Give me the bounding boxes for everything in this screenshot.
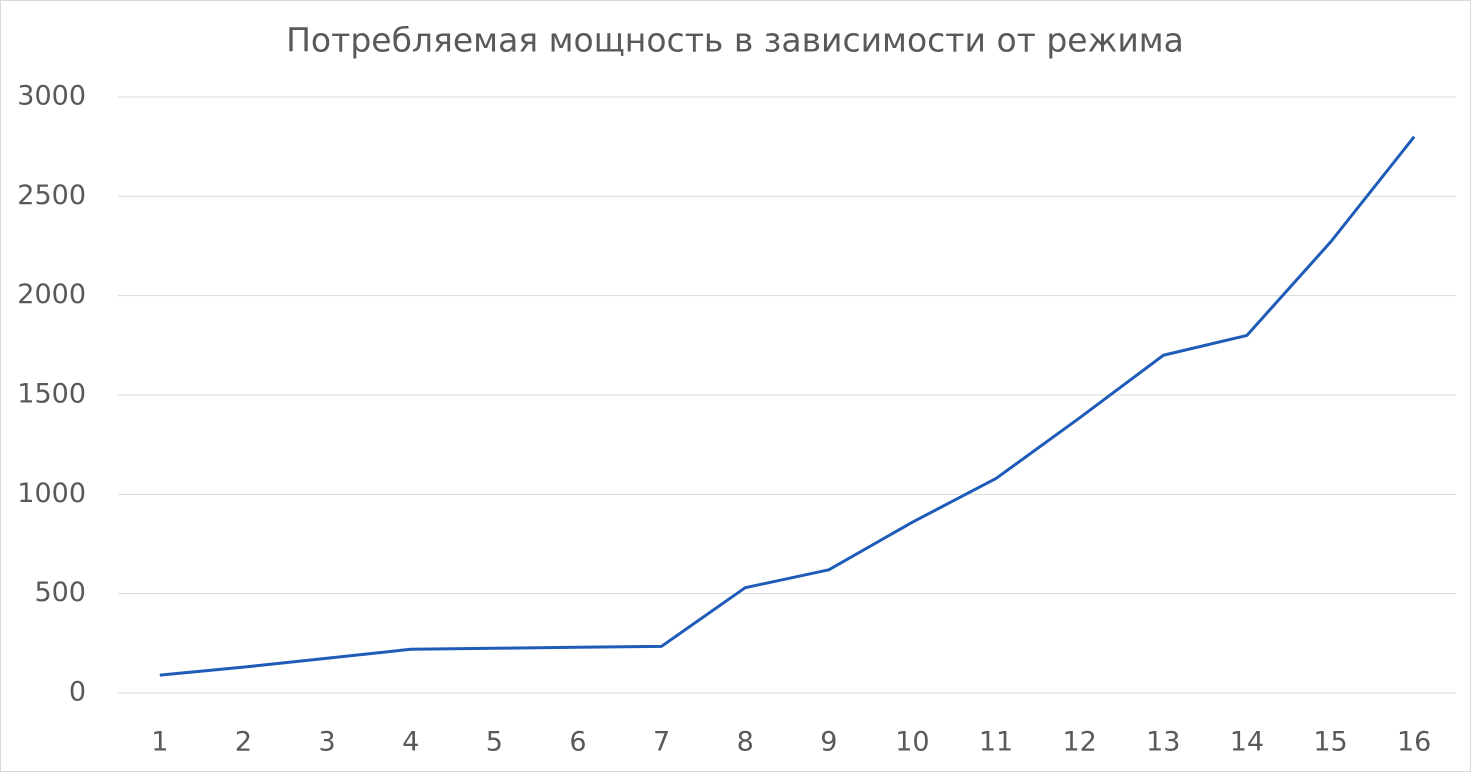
y-tick-label: 500: [34, 577, 86, 608]
x-tick-label: 8: [737, 727, 754, 758]
y-tick-label: 2500: [17, 180, 86, 211]
y-tick-label: 1000: [17, 478, 86, 509]
x-tick-label: 5: [486, 727, 503, 758]
x-tick-label: 10: [895, 727, 929, 758]
x-tick-label: 2: [235, 727, 252, 758]
y-tick-label: 2000: [17, 279, 86, 310]
y-tick-label: 1500: [17, 379, 86, 410]
x-tick-label: 11: [979, 727, 1013, 758]
x-tick-label: 3: [318, 727, 335, 758]
chart-title: Потребляемая мощность в зависимости от р…: [286, 21, 1184, 60]
x-tick-label: 9: [820, 727, 837, 758]
y-tick-label: 3000: [17, 81, 86, 112]
x-tick-label: 12: [1063, 727, 1097, 758]
x-tick-label: 6: [569, 727, 586, 758]
x-tick-label: 15: [1313, 727, 1347, 758]
y-tick-label: 0: [69, 677, 86, 708]
data-line: [159, 135, 1416, 677]
x-tick-label: 1: [151, 727, 168, 758]
x-tick-label: 7: [653, 727, 670, 758]
x-tick-label: 16: [1397, 727, 1431, 758]
x-tick-label: 4: [402, 727, 419, 758]
x-tick-label: 13: [1146, 727, 1180, 758]
x-tick-label: 14: [1230, 727, 1264, 758]
